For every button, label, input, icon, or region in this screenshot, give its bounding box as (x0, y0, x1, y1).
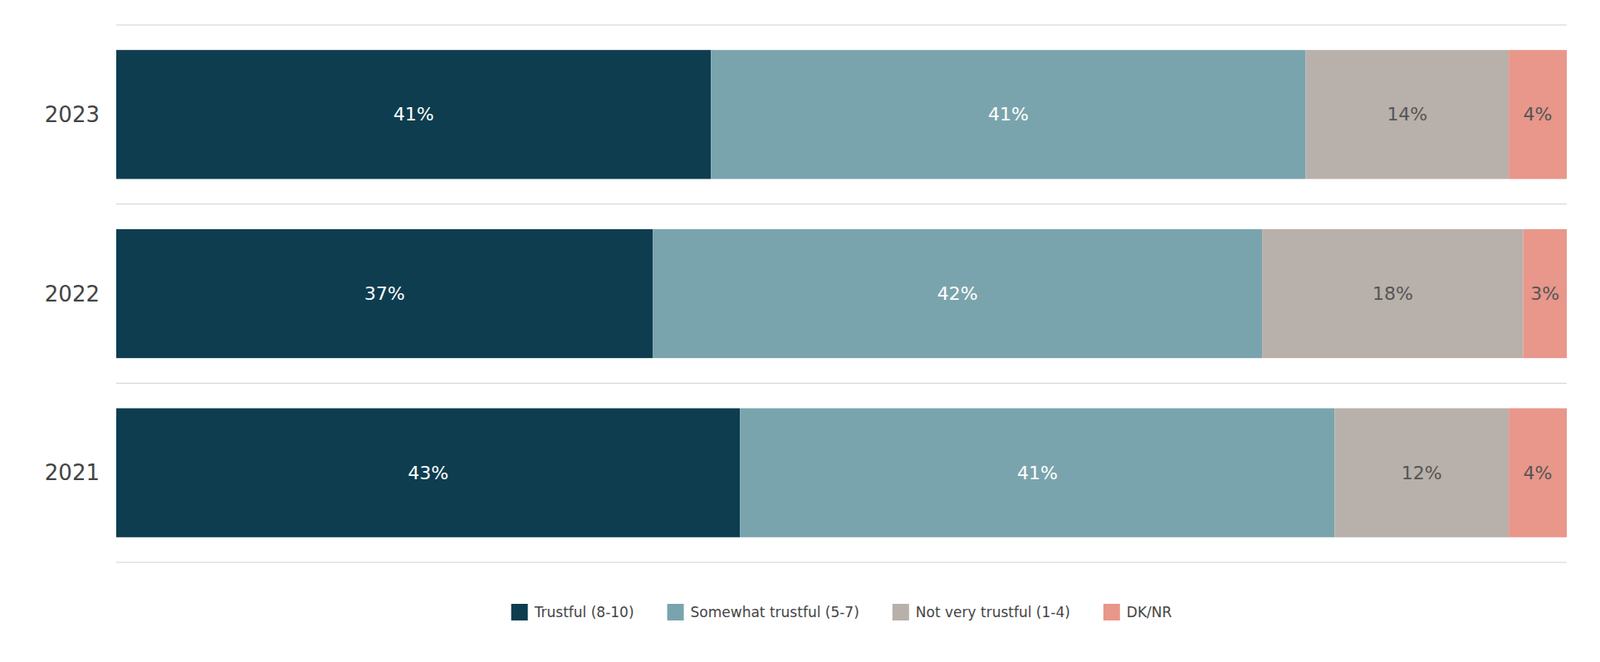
y-tick-label: 2022 (44, 281, 100, 307)
legend-item: Somewhat trustful (5-7) (667, 603, 860, 621)
legend-label: DK/NR (1126, 603, 1173, 621)
bar-segment (1508, 49, 1567, 179)
bar-segment (1334, 408, 1509, 538)
bar-segment (1306, 49, 1510, 179)
bar-segment (1523, 229, 1567, 358)
data-label: 41% (1017, 462, 1058, 484)
legend-item: DK/NR (1103, 603, 1173, 621)
chart: 41%41%14%4%37%42%18%3%43%41%12%4%2023202… (0, 0, 1600, 662)
data-label: 3% (1530, 283, 1560, 304)
data-label: 14% (1386, 103, 1428, 125)
bars (116, 49, 1567, 538)
legend: Trustful (8-10) Somewhat trustful (5-7) No… (511, 603, 1173, 621)
data-label: 41% (393, 103, 435, 125)
separator (116, 24, 1567, 26)
bar-segment (116, 408, 740, 538)
legend-label: Trustful (8-10) (533, 603, 635, 621)
legend-swatch (892, 603, 910, 621)
y-tick-label: 2021 (44, 459, 100, 485)
data-label: 43% (407, 462, 449, 484)
bar-segment (116, 49, 711, 179)
separator (116, 203, 1567, 205)
legend-item: Not very trustful (1-4) (892, 603, 1071, 621)
bar-segment (652, 229, 1263, 358)
data-label: 41% (988, 103, 1029, 125)
data-label: 4% (1523, 103, 1553, 125)
y-tick-label: 2023 (44, 102, 100, 128)
chart-container: 41%41%14%4%37%42%18%3%43%41%12%4%2023202… (0, 0, 1600, 662)
legend-swatch (511, 603, 529, 621)
bar-segment (116, 229, 653, 358)
bar-segment (710, 49, 1306, 179)
data-labels: 41% 41% 14% 4% 37% 42% 18% 3% 43% 41% 12% 4% (364, 103, 1561, 483)
legend-swatch (667, 603, 685, 621)
bar-segment (739, 408, 1335, 538)
legend-swatch (1103, 603, 1121, 621)
separator (116, 562, 1567, 563)
data-label: 37% (364, 283, 406, 304)
data-label: 12% (1401, 462, 1443, 484)
separator (116, 382, 1567, 384)
legend-label: Somewhat trustful (5-7) (690, 603, 860, 621)
legend-label: Not very trustful (1-4) (915, 603, 1071, 621)
separators (116, 24, 1567, 563)
bar-segment (1508, 408, 1567, 538)
legend-item: Trustful (8-10) (511, 603, 635, 621)
data-label: 4% (1523, 462, 1553, 484)
data-label: 42% (937, 283, 979, 304)
y-axis: 2023 2022 2021 (44, 102, 100, 485)
bar-segment (1262, 229, 1523, 358)
data-label: 18% (1372, 283, 1414, 304)
